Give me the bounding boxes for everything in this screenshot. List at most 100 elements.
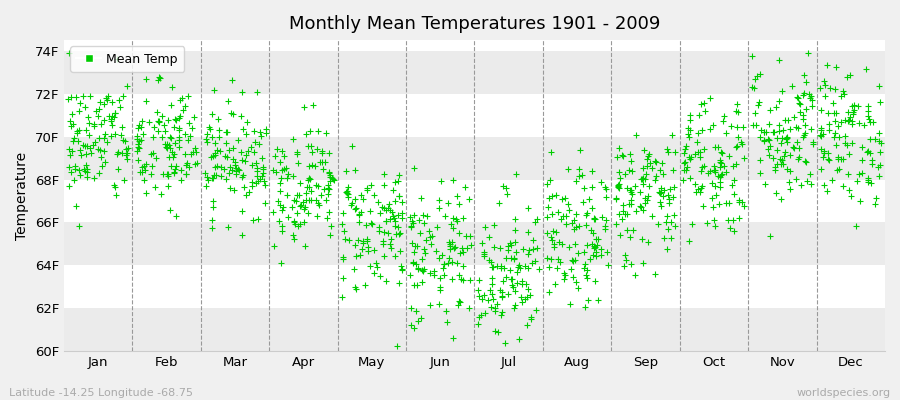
- Point: [97, 148, 112, 154]
- Point: [855, 157, 869, 163]
- Point: [842, 117, 856, 124]
- Point: [169, 116, 184, 123]
- Point: [454, 276, 469, 282]
- Point: [677, 160, 691, 166]
- Point: [208, 140, 222, 146]
- Point: [496, 183, 510, 190]
- Point: [110, 151, 124, 158]
- Point: [837, 133, 851, 139]
- Point: [266, 243, 281, 250]
- Point: [482, 287, 497, 294]
- Point: [557, 195, 572, 201]
- Point: [868, 136, 882, 143]
- Point: [660, 246, 674, 252]
- Point: [459, 233, 473, 239]
- Point: [72, 172, 86, 179]
- Point: [703, 168, 717, 175]
- Point: [377, 252, 392, 259]
- Point: [757, 180, 771, 187]
- Point: [71, 127, 86, 133]
- Point: [763, 232, 778, 239]
- Point: [184, 151, 198, 158]
- Point: [339, 190, 354, 196]
- Point: [504, 255, 518, 261]
- Point: [166, 169, 181, 175]
- Point: [267, 152, 282, 159]
- Point: [490, 301, 504, 307]
- Point: [609, 196, 624, 202]
- Point: [804, 181, 818, 187]
- Point: [441, 259, 455, 266]
- Point: [724, 182, 739, 188]
- Point: [384, 245, 399, 251]
- Point: [62, 164, 77, 170]
- Point: [729, 160, 743, 167]
- Point: [411, 318, 426, 324]
- Point: [425, 233, 439, 239]
- Point: [155, 134, 169, 140]
- Point: [139, 167, 153, 174]
- Point: [346, 143, 360, 149]
- Point: [296, 199, 310, 205]
- Point: [634, 176, 648, 182]
- Point: [562, 244, 577, 250]
- Bar: [64, 222, 885, 265]
- Point: [623, 186, 637, 193]
- Point: [204, 216, 219, 223]
- Point: [177, 151, 192, 157]
- Point: [250, 216, 265, 222]
- Point: [299, 131, 313, 137]
- Point: [564, 256, 579, 263]
- Point: [713, 184, 727, 190]
- Point: [776, 127, 790, 133]
- Point: [320, 191, 335, 197]
- Point: [86, 123, 101, 130]
- Point: [635, 207, 650, 214]
- Point: [160, 145, 175, 151]
- Point: [79, 162, 94, 168]
- Point: [144, 151, 158, 158]
- Point: [648, 158, 662, 164]
- Point: [209, 172, 223, 178]
- Point: [505, 276, 519, 282]
- Point: [641, 239, 655, 245]
- Point: [706, 204, 720, 210]
- Point: [471, 287, 485, 294]
- Point: [206, 197, 220, 204]
- Point: [694, 167, 708, 174]
- Point: [72, 167, 86, 174]
- Point: [455, 244, 470, 251]
- Point: [245, 162, 259, 168]
- Point: [159, 140, 174, 147]
- Point: [168, 139, 183, 146]
- Point: [766, 155, 780, 162]
- Point: [234, 174, 248, 180]
- Point: [392, 231, 407, 238]
- Point: [440, 319, 454, 325]
- Point: [588, 216, 602, 222]
- Point: [428, 248, 443, 254]
- Point: [176, 95, 190, 101]
- Point: [745, 52, 760, 59]
- Point: [542, 194, 556, 201]
- Point: [725, 217, 740, 223]
- Point: [823, 85, 837, 91]
- Point: [546, 228, 561, 234]
- Point: [612, 211, 626, 218]
- Point: [860, 148, 875, 155]
- Point: [205, 225, 220, 231]
- Point: [164, 135, 178, 142]
- Point: [449, 216, 464, 222]
- Point: [567, 226, 581, 232]
- Point: [115, 124, 130, 130]
- Point: [94, 154, 108, 160]
- Point: [496, 278, 510, 284]
- Point: [298, 243, 312, 249]
- Point: [771, 57, 786, 63]
- Point: [403, 214, 418, 220]
- Point: [773, 156, 788, 162]
- Point: [202, 124, 216, 130]
- Point: [707, 163, 722, 170]
- Point: [522, 292, 536, 298]
- Point: [83, 92, 97, 99]
